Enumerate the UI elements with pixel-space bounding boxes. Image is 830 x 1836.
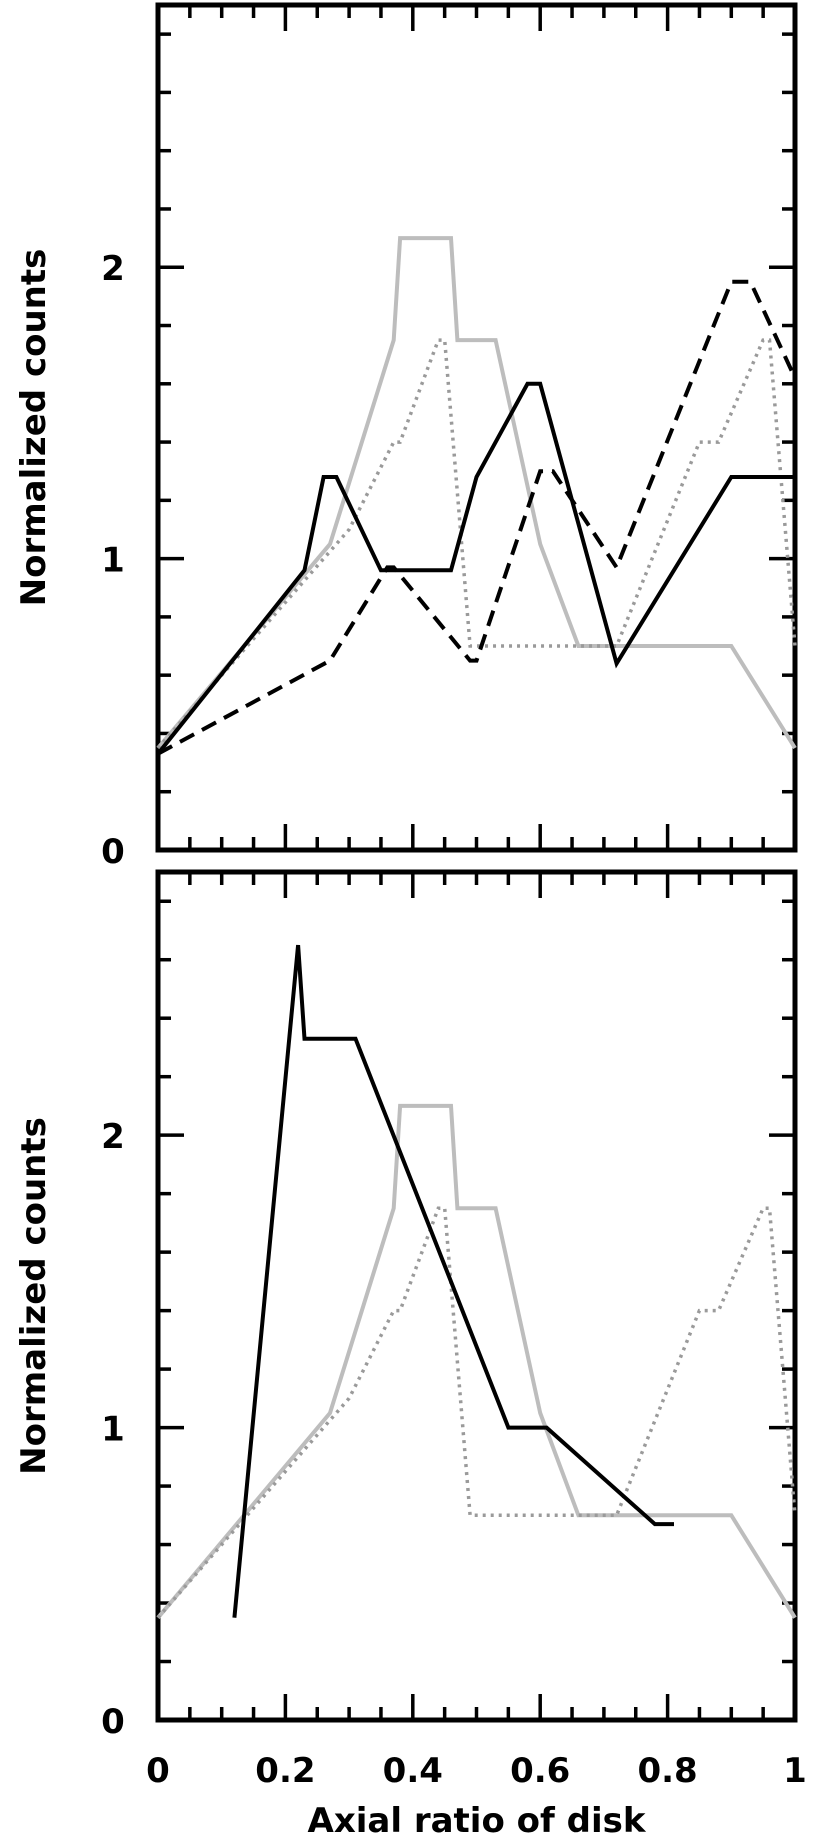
plot-frame [155,2,798,853]
series-line-dashed-3 [157,279,797,756]
series-line-solid-2 [232,944,674,1618]
y-tick-label: 1 [101,541,125,581]
x-tick-label: 0.2 [255,1751,315,1791]
x-tick-label: 0.6 [510,1751,570,1791]
series-line-solid-0 [156,236,797,750]
y-tick-label: 2 [101,1117,125,1157]
y-tick-label: 2 [101,249,125,289]
top-panel: 0 1 2 Normalized counts [14,2,798,872]
x-tick-label: 1 [783,1751,807,1791]
series-line-dotted-1 [156,338,797,750]
y-tick-label: 1 [101,1410,125,1450]
x-tick-label: 0.8 [637,1751,697,1791]
y-tick-label: 0 [101,832,125,872]
series-line-solid-0 [156,1103,797,1619]
plot-frame [155,869,798,1723]
y-axis-title: Normalized counts [14,1117,54,1475]
y-axis-title: Normalized counts [14,249,54,607]
series-line-solid-2 [156,381,795,756]
series-line-dotted-1 [156,1206,797,1619]
x-tick-label: 0.4 [383,1751,443,1791]
x-tick-label: 0 [146,1751,170,1791]
x-axis-title: Axial ratio of disk [308,1801,647,1836]
y-tick-label: 0 [101,1702,125,1742]
bottom-panel: 0 1 2 0 0.2 0.4 0.6 0.8 1 Normalized counts Axial … [14,869,807,1836]
